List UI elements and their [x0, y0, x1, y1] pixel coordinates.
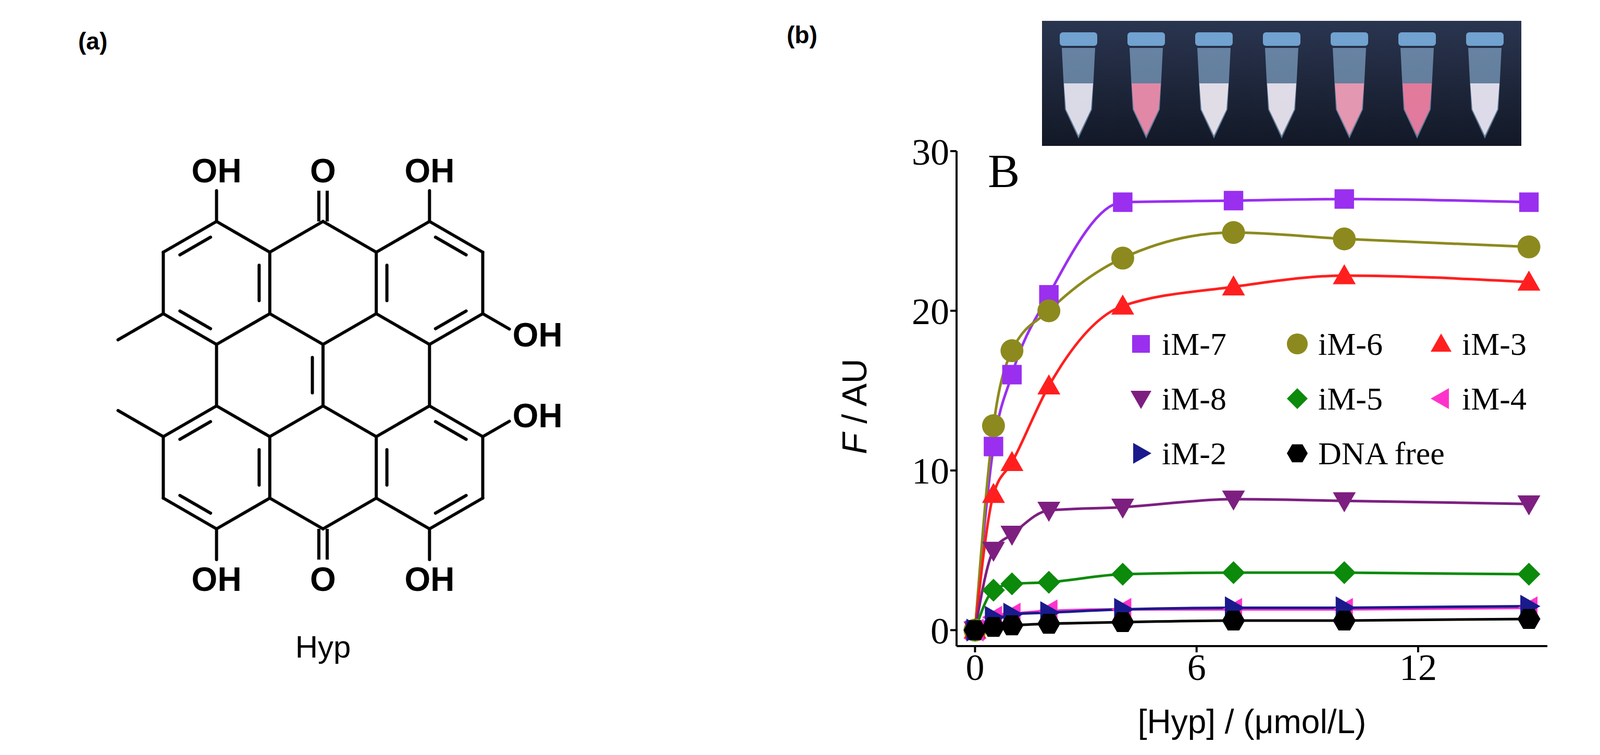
svg-text:30: 30 [911, 131, 950, 173]
svg-text:iM-2: iM-2 [1161, 435, 1227, 471]
html-text:[Hyp] / (μmol/L): [Hyp] / (μmol/L) [1137, 702, 1367, 741]
svg-text:O: O [309, 152, 337, 190]
svg-text:iM-8: iM-8 [1161, 380, 1227, 417]
svg-text:iM-7: iM-7 [1161, 326, 1227, 362]
svg-text:iM-4: iM-4 [1461, 380, 1527, 417]
svg-text:OH: OH [512, 397, 563, 435]
svg-text:iM-3: iM-3 [1461, 326, 1527, 362]
html-text:F: F [835, 433, 874, 455]
svg-text:OH: OH [404, 152, 455, 190]
svg-text:Hyp: Hyp [295, 629, 352, 665]
svg-text:10: 10 [911, 450, 950, 492]
svg-text:OH: OH [191, 152, 242, 190]
svg-text:0: 0 [930, 610, 950, 652]
svg-text:OH: OH [512, 316, 563, 354]
svg-text:O: O [309, 560, 337, 599]
svg-text:20: 20 [911, 290, 950, 333]
svg-text:0: 0 [965, 646, 985, 689]
svg-text:12: 12 [1399, 646, 1437, 689]
html-text:(b): (b) [786, 21, 818, 49]
svg-text:OH: OH [404, 560, 455, 599]
svg-text:6: 6 [1187, 646, 1207, 689]
svg-text:iM-5: iM-5 [1318, 380, 1383, 417]
svg-text:iM-6: iM-6 [1318, 326, 1383, 362]
svg-text:DNA free: DNA free [1318, 435, 1445, 471]
html-text:/ AU: / AU [835, 358, 874, 434]
html-text:B: B [987, 144, 1020, 198]
svg-text:OH: OH [191, 560, 242, 599]
svg-text:(a): (a) [78, 27, 108, 55]
